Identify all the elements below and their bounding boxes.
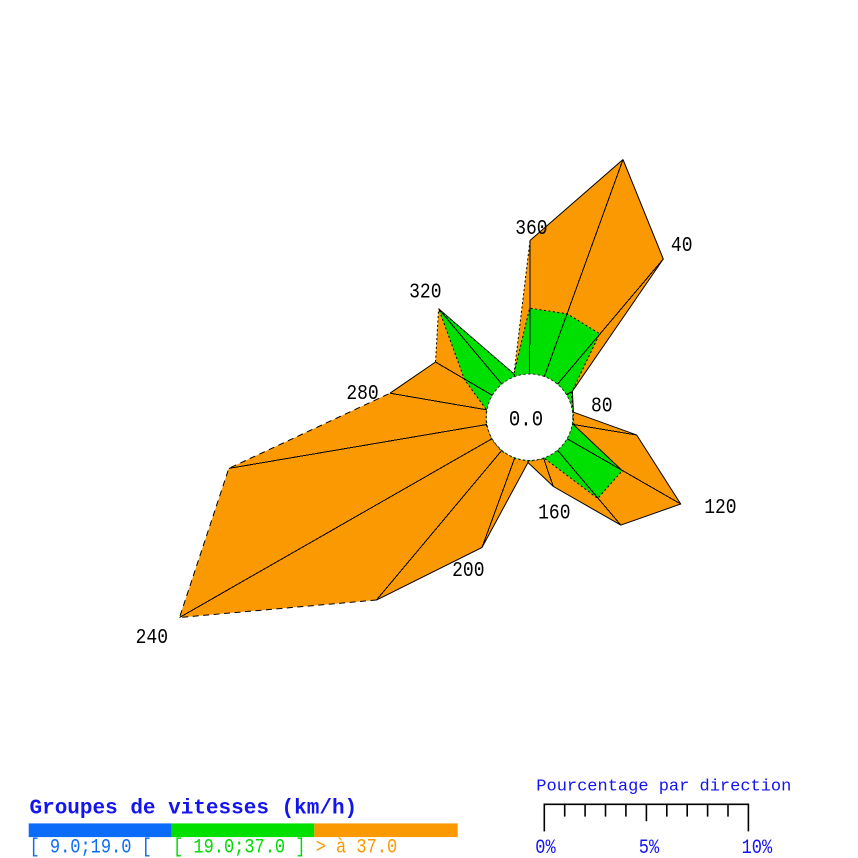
svg-text:> à 37.0: > à 37.0: [316, 837, 398, 858]
svg-text:0.0: 0.0: [509, 408, 543, 433]
svg-text:Pourcentage par direction: Pourcentage par direction: [536, 778, 791, 797]
svg-text:200: 200: [452, 559, 484, 583]
svg-text:120: 120: [704, 496, 736, 520]
svg-text:280: 280: [346, 382, 378, 406]
svg-text:320: 320: [409, 280, 441, 304]
svg-text:[ 19.0;37.0 ]: [ 19.0;37.0 ]: [173, 837, 306, 858]
svg-text:80: 80: [591, 394, 613, 418]
svg-text:360: 360: [515, 217, 547, 241]
svg-text:40: 40: [671, 234, 693, 258]
svg-text:Groupes de vitesses (km/h): Groupes de vitesses (km/h): [30, 798, 358, 821]
svg-text:240: 240: [136, 626, 168, 650]
svg-text:5%: 5%: [639, 837, 660, 858]
svg-text:0%: 0%: [535, 837, 556, 858]
svg-text:[ 9.0;19.0 [: [ 9.0;19.0 [: [30, 837, 152, 858]
svg-text:10%: 10%: [742, 837, 773, 858]
svg-text:160: 160: [538, 501, 570, 525]
